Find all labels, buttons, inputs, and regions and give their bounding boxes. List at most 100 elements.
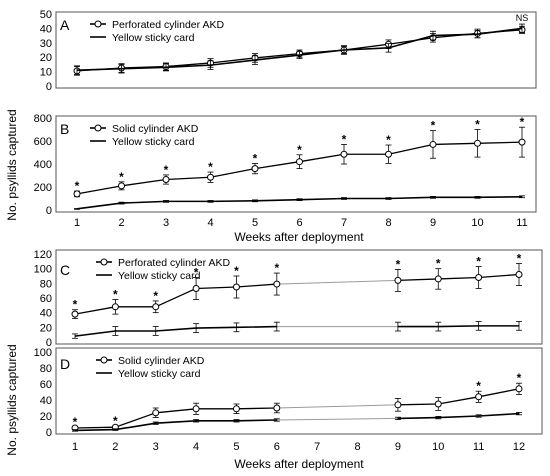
panel-c-series-1-segment [276,279,398,285]
panel-c-series-2-segment [438,325,479,328]
panel-b-series-1-segment [165,176,211,181]
panel-d-series-1-point [394,401,402,409]
panel-b-annotation: * [119,170,124,184]
panel-a-series-1-segment [165,62,211,68]
panel-b-annotation: * [164,163,169,177]
panel-b-xtick-label: 7 [341,217,347,229]
panel-d-series-1-segment [155,408,197,414]
panel-b-legend-marker [94,124,102,132]
panel-b-annotation: * [475,118,480,132]
panel-d-series-1-point [434,400,442,408]
panel-a-frame [55,11,537,89]
panel-d-ytick-label: 80 [40,363,52,375]
panel-b-series-1-segment [210,167,256,178]
panel-a-series-2-segment [210,59,256,66]
panel-d-xtick-label: 3 [153,441,159,453]
panel-c-annotation: * [476,254,481,268]
panel-c-ytick-label: 100 [34,264,52,276]
panel-c-ytick-label: 20 [40,322,52,334]
panel-b-frame [55,115,537,213]
panel-c-series-2-segment [74,330,116,337]
panel-b-series-1-point [518,138,526,146]
panel-b-series-1-point [118,182,125,190]
panel-c-legend-label: Yellow sticky card [118,270,201,282]
panel-b-series-1-point [73,190,81,198]
panel-b-series-1-segment [432,142,478,146]
panel-a-ytick-label: 10 [40,67,52,79]
panel-a-ytick-label: 50 [40,9,52,21]
panel-a-ytick-label: 30 [40,38,52,50]
panel-c-series-2-segment [155,327,197,332]
panel-b-series-1-point [429,140,437,148]
panel-letter-c: C [60,262,70,278]
panel-c-ytick-label: 80 [40,278,52,290]
panel-b-ytick-label: 800 [34,113,52,125]
panel-c-series-2-segment [236,325,277,329]
y-axis-label-bottom: No. psyllids captured [5,344,19,455]
panel-b-xtick-label: 9 [430,217,436,229]
panel-d-series-1-segment [478,388,520,398]
panel-d-annotation: * [113,414,118,428]
panel-b-xtick-label: 11 [516,217,527,229]
panel-d-ytick-label: 0 [46,427,52,439]
panel-d-series-2-segment [236,419,277,422]
panel-d-annotation: * [517,371,522,385]
panel-d-series-1-point [475,393,483,401]
panel-d-xtick-label: 8 [354,441,360,453]
panel-b-series-2-segment [477,195,523,199]
panel-d-xtick-label: 4 [193,441,199,453]
panel-a-series-2-segment [299,49,345,56]
panel-c-annotation: * [113,287,118,301]
panel-d-series-1-point [192,405,200,413]
panel-c-series-1-point [515,271,523,279]
panel-c-series-1-point [192,284,200,292]
panel-d-xtick-label: 10 [432,441,444,453]
panel-c-series-1-segment [236,283,277,288]
panel-d-series-1-segment [438,396,479,405]
panel-d-series-1-segment [115,412,156,428]
panel-d-legend-label: Yellow sticky card [118,368,201,380]
panel-a-ytick-label: 0 [46,81,52,93]
panel-d-annotation: * [476,379,481,393]
panel-letter-a: A [60,17,70,33]
panel-b-series-1-point [162,176,170,184]
panel-b-xtick-label: 10 [471,217,483,229]
panel-b-series-1-point [474,139,481,147]
panel-b-xtick-label: 5 [252,217,258,229]
panel-d-series-2-segment [397,416,439,420]
x-axis-label-bottom: Weeks after deployment [234,457,364,471]
panel-a-series-1-segment [210,57,256,64]
panel-b-annotation: * [253,151,258,165]
panel-c-ytick-label: 60 [40,293,52,305]
panel-a-series-2-segment [477,27,523,35]
panel-c-ytick-label: 40 [40,308,52,320]
panel-c-ytick-label: 120 [34,249,52,261]
panel-b-series-1-point [340,150,348,158]
panel-d-xtick-label: 9 [395,441,401,453]
panel-b-ytick-label: 200 [34,182,52,194]
panel-d-series-1-segment [397,403,439,406]
panel-c-series-2-segment [196,326,237,329]
panel-b-series-1-point [251,165,259,173]
panel-c-ytick-label: 0 [46,337,52,349]
panel-b-annotation: * [208,160,213,174]
panel-c-series-1-point [273,280,281,288]
panel-b-xtick-label: 6 [296,217,302,229]
panel-b-series-2-segment [210,200,256,203]
panel-d-series-1-point [273,404,281,412]
panel-b-xtick-label: 4 [207,217,213,229]
panel-c-annotation: * [274,261,279,275]
panel-d-xtick-label: 5 [233,441,239,453]
panel-a-series-2-segment [254,54,300,61]
panel-d-ytick-label: 20 [40,411,52,423]
panel-c-annotation: * [436,257,441,271]
panel-c-series-1-segment [438,276,479,280]
panel-b-series-1-segment [299,153,345,163]
panel-d-series-1-point [232,405,240,413]
panel-a-ytick-label: 20 [40,52,52,64]
panel-a-series-2-segment [388,34,434,49]
panel-b-annotation: * [342,132,347,146]
panel-d-series-2-segment [276,417,398,421]
panel-b-legend-label: Yellow sticky card [112,136,195,148]
